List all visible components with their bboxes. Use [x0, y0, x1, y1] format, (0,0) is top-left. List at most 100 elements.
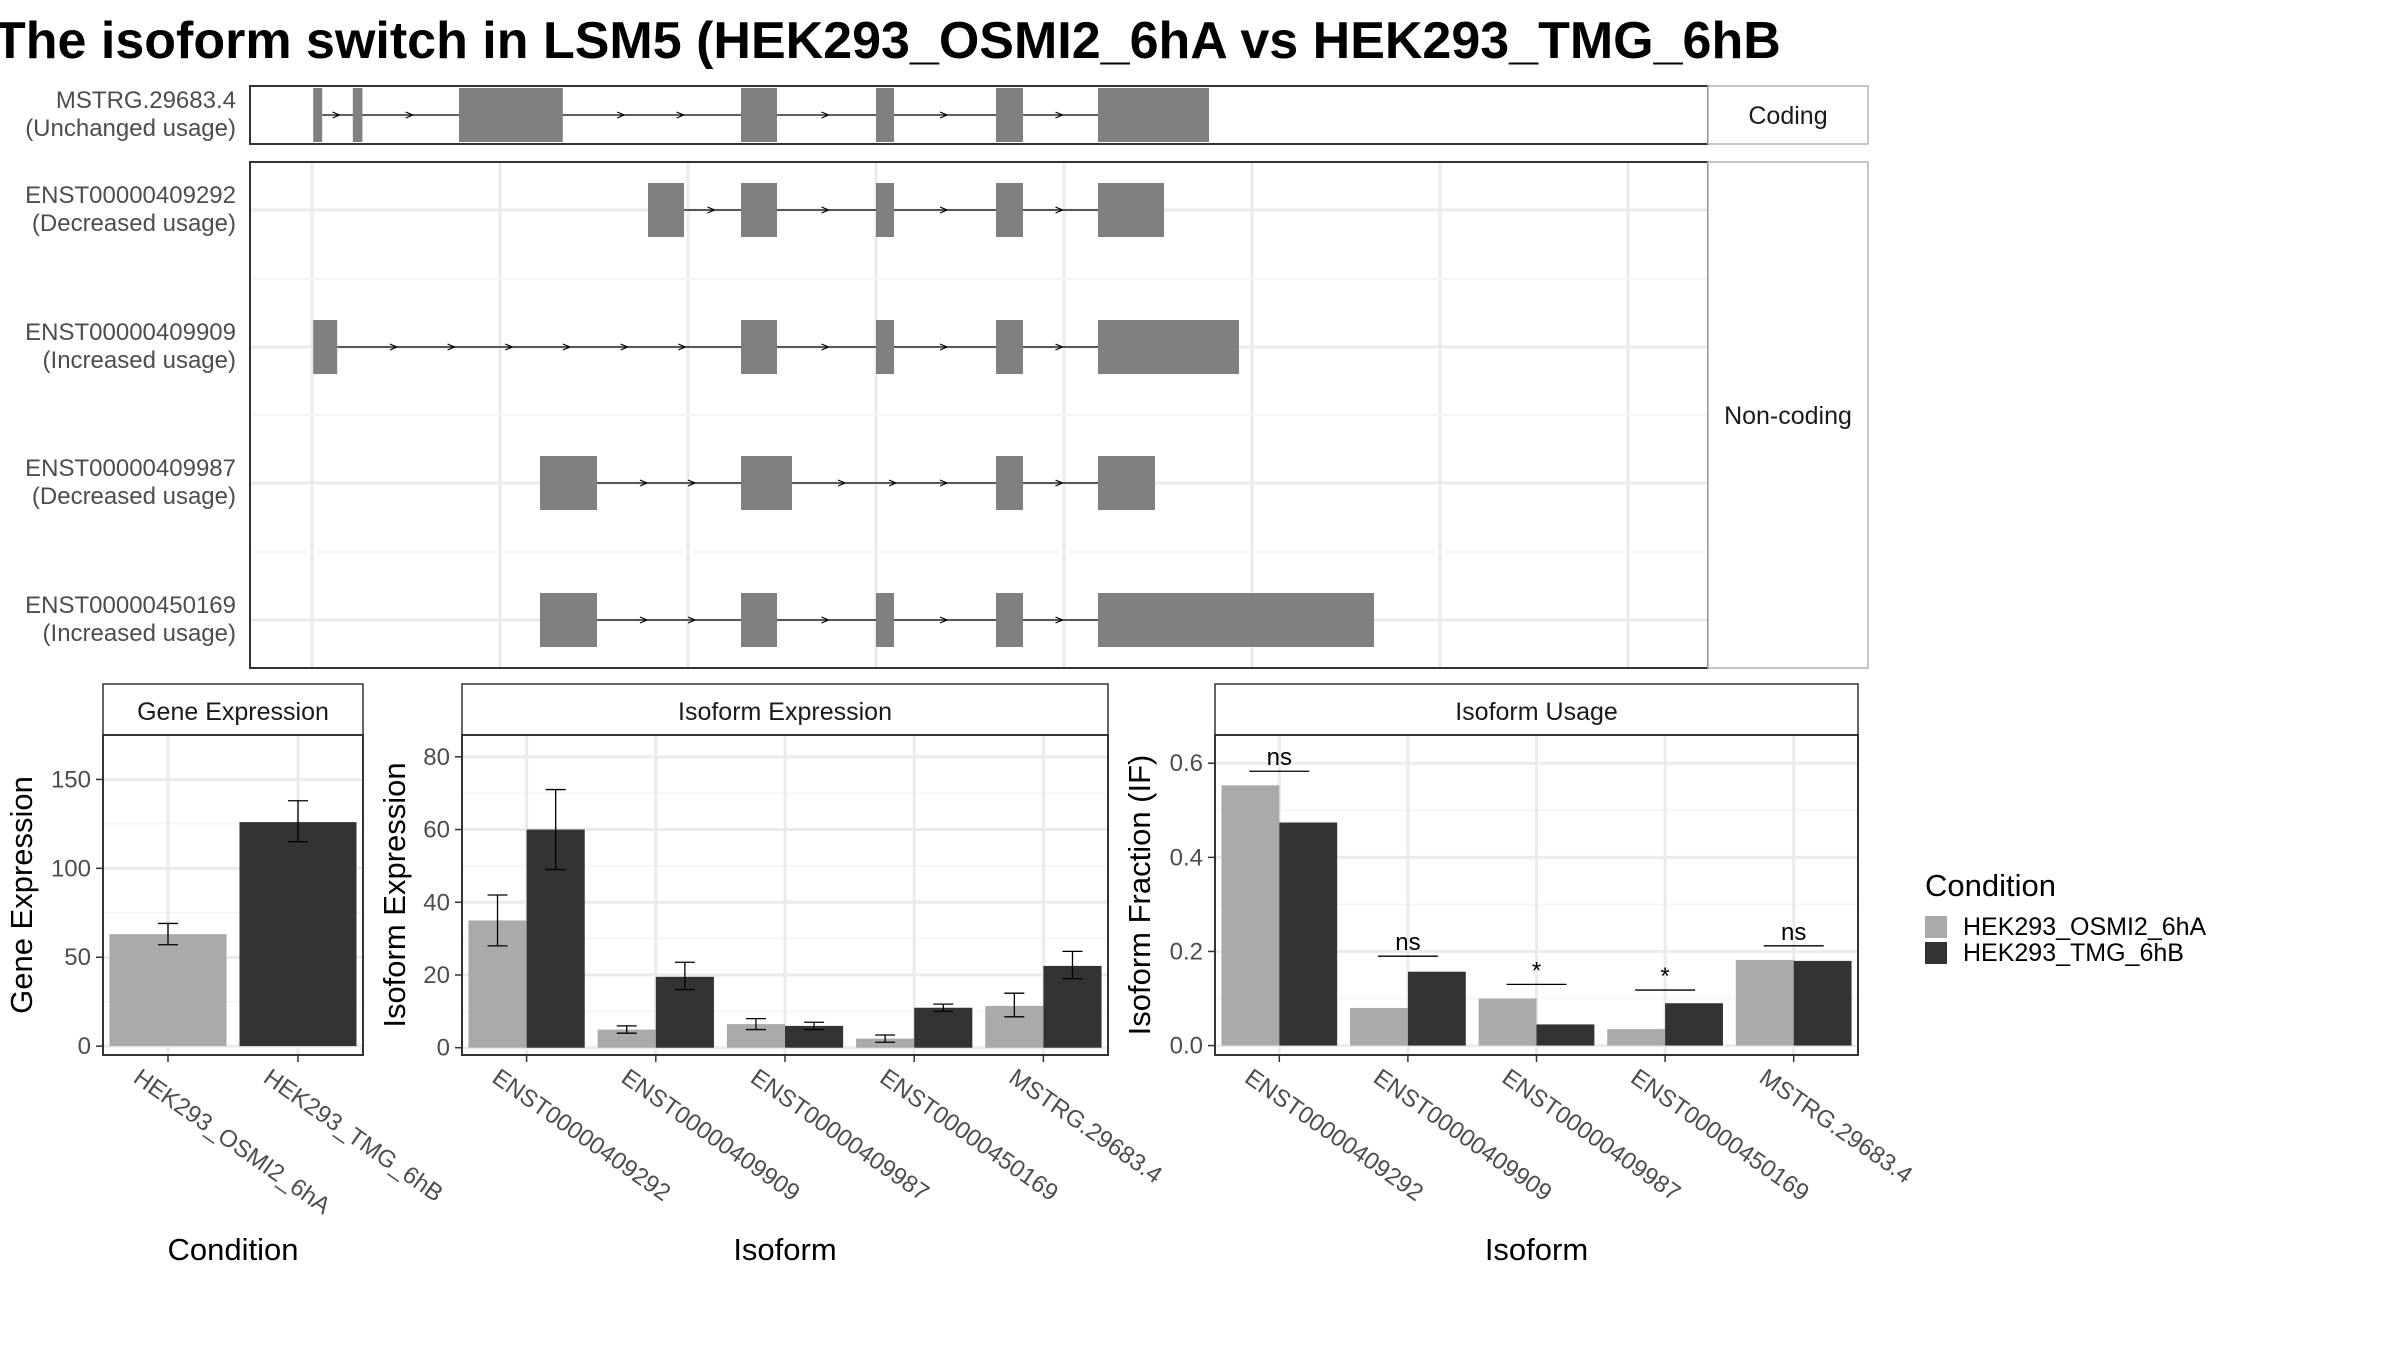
- bar: [785, 1025, 844, 1048]
- x-axis-title: Isoform: [733, 1232, 836, 1267]
- y-tick-label: 0.4: [1170, 844, 1203, 871]
- y-tick-label: 0.6: [1170, 750, 1203, 777]
- significance-label: *: [1532, 957, 1541, 984]
- isoform-id-label: ENST00000409909: [25, 319, 236, 346]
- exon: [996, 320, 1023, 374]
- strand-arrow: [888, 479, 898, 487]
- group-strip-label: Non-coding: [1724, 402, 1852, 430]
- exon: [996, 88, 1023, 142]
- legend-swatch: [1925, 942, 1947, 964]
- strand-arrow: [1055, 343, 1065, 351]
- exon: [741, 320, 777, 374]
- gene-structure-panel: MSTRG.29683.4(Unchanged usage) Coding ENST…: [25, 85, 1869, 669]
- isoform-id-label: ENST00000409292: [25, 182, 236, 209]
- y-tick-label: 20: [423, 962, 450, 989]
- strand-arrow: [821, 206, 831, 214]
- legend-label: HEK293_OSMI2_6hA: [1963, 913, 2207, 941]
- bar: [1043, 965, 1102, 1048]
- exon: [996, 456, 1023, 510]
- figure-title: The isoform switch in LSM5 (HEK293_OSMI2…: [0, 12, 1781, 70]
- strand-arrow: [939, 206, 949, 214]
- x-axis-title: Condition: [168, 1232, 299, 1267]
- y-tick-label: 150: [51, 766, 91, 793]
- exon: [459, 88, 563, 142]
- isoform-usage-label: (Increased usage): [43, 620, 236, 647]
- exon: [1098, 456, 1155, 510]
- strand-arrow: [837, 479, 847, 487]
- panel-strip: [1214, 683, 1859, 736]
- significance-label: ns: [1781, 919, 1806, 946]
- strand-arrow: [707, 206, 717, 214]
- y-tick-label: 60: [423, 817, 450, 844]
- strand-arrow: [639, 479, 649, 487]
- bar: [597, 1029, 656, 1048]
- strand-arrow: [821, 111, 831, 119]
- bar: [1221, 785, 1280, 1046]
- exon: [876, 183, 894, 237]
- exon: [1098, 183, 1164, 237]
- y-axis-title: Isoform Fraction (IF): [1122, 755, 1157, 1036]
- bar: [1407, 971, 1466, 1046]
- panel-frame: [102, 734, 364, 1056]
- y-tick-label: 0: [78, 1033, 91, 1060]
- y-axis-title: Isoform Expression: [377, 762, 412, 1027]
- y-tick-label: 0: [437, 1035, 450, 1062]
- bar: [856, 1038, 915, 1048]
- significance-label: ns: [1267, 744, 1292, 771]
- exon: [996, 593, 1023, 647]
- strand-arrow: [939, 111, 949, 119]
- y-tick-label: 0.0: [1170, 1033, 1203, 1060]
- significance-label: *: [1660, 963, 1669, 990]
- y-tick-label: 100: [51, 855, 91, 882]
- bar: [1350, 1007, 1408, 1046]
- isoform-usage-label: (Increased usage): [43, 347, 236, 374]
- strand-arrow: [1055, 111, 1065, 119]
- exon: [996, 183, 1023, 237]
- strand-arrow: [639, 616, 649, 624]
- strand-arrow: [939, 479, 949, 487]
- group-strip: [1707, 161, 1869, 669]
- exon: [648, 183, 684, 237]
- strand-arrow: [405, 111, 415, 119]
- bar: [109, 934, 227, 1047]
- strand-arrow: [687, 616, 697, 624]
- panel-title: Isoform Expression: [678, 698, 892, 726]
- exon: [1098, 88, 1209, 142]
- strand-arrow: [1055, 479, 1065, 487]
- strand-arrow: [821, 343, 831, 351]
- strand-arrow: [678, 343, 687, 351]
- exon: [1098, 593, 1374, 647]
- exon: [1098, 320, 1239, 374]
- exon: [741, 88, 777, 142]
- bar: [914, 1007, 973, 1048]
- panel-title: Gene Expression: [137, 698, 329, 726]
- legend-title: Condition: [1925, 868, 2056, 903]
- y-tick-label: 80: [423, 744, 450, 771]
- group-strip-label: Coding: [1748, 102, 1827, 130]
- bar: [1607, 1029, 1666, 1046]
- strand-arrow: [939, 616, 949, 624]
- strand-arrow: [821, 616, 831, 624]
- bar: [1735, 959, 1794, 1046]
- bar: [1478, 998, 1537, 1046]
- y-axis-title: Gene Expression: [4, 776, 39, 1014]
- x-axis-title: Isoform: [1485, 1232, 1588, 1267]
- y-tick-label: 40: [423, 889, 450, 916]
- significance-label: ns: [1395, 929, 1420, 956]
- exon: [876, 593, 894, 647]
- isoform-expression-panel: Isoform Expression020406080ENST000004092…: [377, 683, 1167, 1267]
- exon: [741, 183, 777, 237]
- isoform-usage-label: (Unchanged usage): [25, 115, 236, 142]
- strand-arrow: [676, 111, 686, 119]
- exon: [540, 593, 597, 647]
- isoform-id-label: ENST00000409987: [25, 455, 236, 482]
- exon: [741, 456, 792, 510]
- strand-arrow: [939, 343, 949, 351]
- legend-swatch: [1925, 916, 1947, 938]
- exon: [876, 88, 894, 142]
- isoform-usage-label: (Decreased usage): [32, 210, 236, 237]
- exon: [741, 593, 777, 647]
- group-strip: [1707, 85, 1869, 145]
